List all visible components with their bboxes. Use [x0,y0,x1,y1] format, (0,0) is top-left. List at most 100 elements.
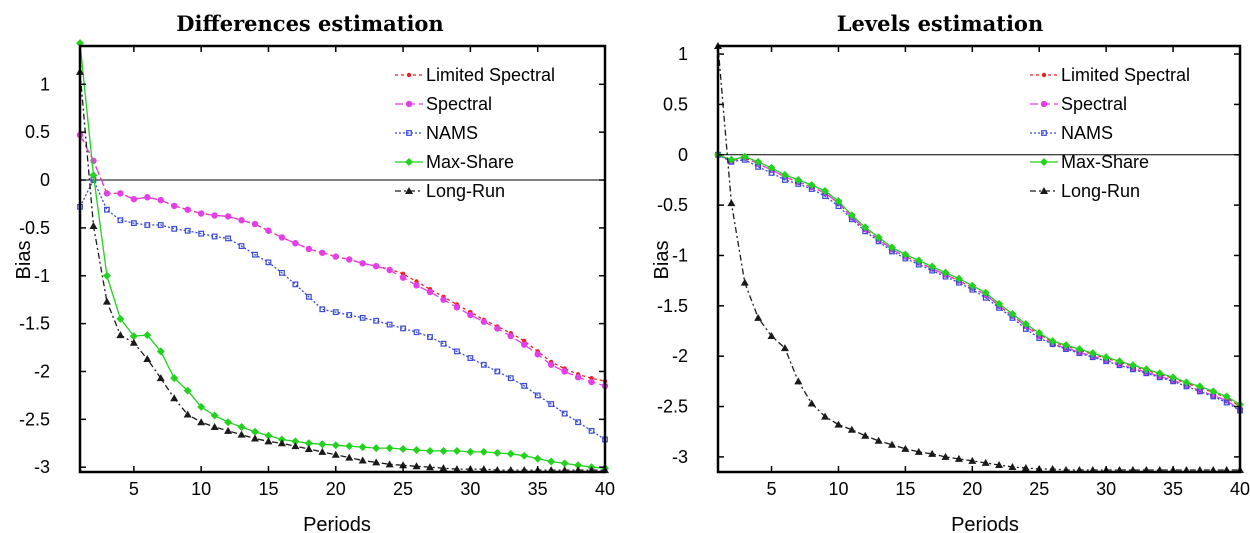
data-point [954,274,963,283]
data-point [480,361,487,368]
data-point [995,299,1004,308]
data-point [453,304,461,311]
data-point [292,240,299,247]
data-point [914,256,923,265]
data-point [1075,345,1084,354]
data-point [102,297,111,305]
y-tick-label: 0.5 [25,122,50,142]
data-point [278,234,286,241]
data-point [291,442,300,450]
data-point [413,329,420,336]
data-point [1102,353,1111,362]
data-point [103,190,111,197]
data-point [264,437,273,445]
data-point [143,355,152,363]
data-point [399,445,408,454]
y-tick-label: -2.5 [19,409,50,429]
data-point [507,375,514,382]
data-point [252,251,258,258]
data-point [264,431,273,440]
data-point [547,457,556,466]
data-point [861,223,870,232]
data-point [561,410,568,417]
series-spectral [76,131,609,390]
data-point [304,445,313,453]
data-point [413,282,420,289]
series-long-run [714,42,1244,473]
data-point [588,378,595,386]
data-point [479,465,488,473]
data-point [265,259,272,266]
data-point [238,243,245,249]
data-point [588,427,595,434]
data-point [358,456,367,464]
data-point [941,452,950,460]
data-point [941,268,950,277]
data-point [237,430,246,438]
data-point [117,217,124,224]
data-point [156,347,165,356]
legend-label: Long-Run [426,181,505,201]
data-point [807,399,816,407]
data-point [345,442,354,451]
series-spectral [714,151,1244,413]
data-point [467,355,474,361]
data-point [821,187,830,196]
y-axis-label: Bias [651,241,673,280]
data-point [1035,329,1044,338]
data-point [211,212,218,219]
data-point [305,245,313,253]
data-point [861,431,870,439]
y-tick-label: -1 [672,245,688,265]
data-point [130,220,137,227]
legend-marker [405,100,413,108]
y-tick-label: -2 [672,346,688,366]
y-tick-label: 0 [678,145,688,165]
data-point [372,262,380,270]
data-point [494,325,501,332]
data-point [129,332,138,341]
x-tick-label: 25 [1029,479,1049,499]
data-point [575,419,581,426]
data-point [225,235,231,242]
data-point [102,271,111,280]
x-axis-label: Periods [303,514,371,533]
y-tick-label: -0.5 [19,218,50,238]
x-tick-label: 15 [258,479,278,499]
data-point [319,306,326,313]
data-point [888,243,896,252]
data-point [144,222,151,228]
data-point [466,447,475,456]
data-point [794,377,803,385]
data-point [156,374,165,382]
data-point [372,444,381,453]
data-point [116,331,125,339]
x-tick-label: 20 [326,479,346,499]
chart-panel-2: Levels estimation 5 10 15 20 25 30 35 40 1 0.5 0 -0.… [651,11,1250,533]
data-point [1142,365,1151,374]
series-max-share [76,39,609,473]
data-point [520,451,529,460]
data-point [359,260,366,267]
legend-marker [1040,158,1048,166]
data-point [440,296,447,303]
data-point [184,227,191,234]
series-max-share [714,150,1244,409]
data-point [144,194,151,201]
x-axis-label: Periods [951,514,1019,533]
data-point [171,225,178,232]
data-point [439,446,448,455]
data-point [372,458,381,466]
data-point [534,351,541,358]
series-line [717,154,1241,406]
data-point [224,418,233,427]
data-point [373,317,380,324]
data-point [427,334,433,340]
series-line [79,178,606,441]
x-tick-label: 25 [393,479,413,499]
data-point [279,269,285,276]
data-point [740,278,749,286]
data-point [574,374,582,381]
data-point [914,447,923,455]
